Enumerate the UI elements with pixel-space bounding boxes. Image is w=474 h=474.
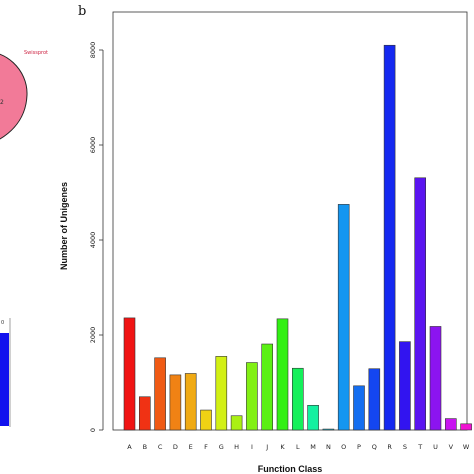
color-legend-bar <box>0 333 9 426</box>
x-tick-labels: ABCDEFGHIJKLMNOPQRSTUVWYZ <box>127 443 470 451</box>
x-tick-label-P: P <box>357 443 361 451</box>
bar-C <box>154 357 166 431</box>
venn-count-fragment: 2 <box>0 99 4 106</box>
x-tick-label-Q: Q <box>372 443 377 451</box>
bar-H <box>230 415 243 431</box>
y-tick-label-6000: 6000 <box>89 137 97 154</box>
y-axis: 0 2000 4000 6000 8000 <box>89 42 104 432</box>
bar-J <box>261 343 274 431</box>
bar-N <box>322 428 335 431</box>
x-tick-label-F: F <box>204 443 208 451</box>
x-tick-label-C: C <box>158 443 163 451</box>
x-tick-label-N: N <box>326 443 331 451</box>
left-panel-fragment: Swissprot 2 0 <box>0 50 48 427</box>
bar-M <box>307 404 319 431</box>
bar-D <box>169 374 182 431</box>
bar-G <box>215 356 228 431</box>
x-tick-label-D: D <box>173 443 178 451</box>
x-tick-label-R: R <box>387 443 392 451</box>
venn-circle <box>0 53 28 140</box>
bar-L <box>291 367 304 431</box>
panel-label: b <box>78 4 86 19</box>
bar-S <box>399 341 411 431</box>
x-tick-label-V: V <box>449 443 454 451</box>
bar-F <box>200 409 212 431</box>
bar-O <box>337 204 350 431</box>
plot-frame <box>112 11 468 431</box>
bar-V <box>444 418 457 431</box>
x-tick-label-G: G <box>219 443 224 451</box>
bar-B <box>139 396 151 431</box>
bars-group <box>123 44 472 431</box>
x-tick-label-W: W <box>463 443 470 451</box>
bar-Q <box>368 368 381 431</box>
x-tick-label-B: B <box>143 443 147 451</box>
venn-set-label: Swissprot <box>24 50 48 56</box>
bar-W <box>460 423 472 431</box>
y-tick-label-0: 0 <box>89 428 97 432</box>
x-tick-label-O: O <box>341 443 346 451</box>
x-tick-label-A: A <box>127 443 132 451</box>
x-tick-label-T: T <box>417 443 422 451</box>
bar-U <box>429 326 442 431</box>
x-axis-title: Function Class <box>258 464 323 474</box>
x-tick-label-M: M <box>310 443 316 451</box>
x-tick-label-H: H <box>234 443 239 451</box>
y-axis-title: Number of Unigenes <box>59 182 69 270</box>
bar-I <box>246 362 258 431</box>
bar-A <box>123 317 136 431</box>
x-tick-label-I: I <box>251 443 253 451</box>
x-tick-label-U: U <box>433 443 438 451</box>
bar-P <box>353 385 365 431</box>
y-tick-label-2000: 2000 <box>89 327 97 344</box>
x-tick-label-K: K <box>280 443 285 451</box>
bar-R <box>383 44 396 431</box>
bar-K <box>276 318 289 431</box>
x-tick-label-S: S <box>403 443 407 451</box>
y-tick-label-4000: 4000 <box>89 232 97 249</box>
bar-E <box>184 373 197 431</box>
y-tick-label-8000: 8000 <box>89 42 97 59</box>
x-tick-label-L: L <box>296 443 300 451</box>
color-legend-fragment: 0 <box>1 320 4 326</box>
x-tick-label-E: E <box>189 443 193 451</box>
bar-T <box>414 177 427 431</box>
x-tick-label-J: J <box>265 443 268 451</box>
